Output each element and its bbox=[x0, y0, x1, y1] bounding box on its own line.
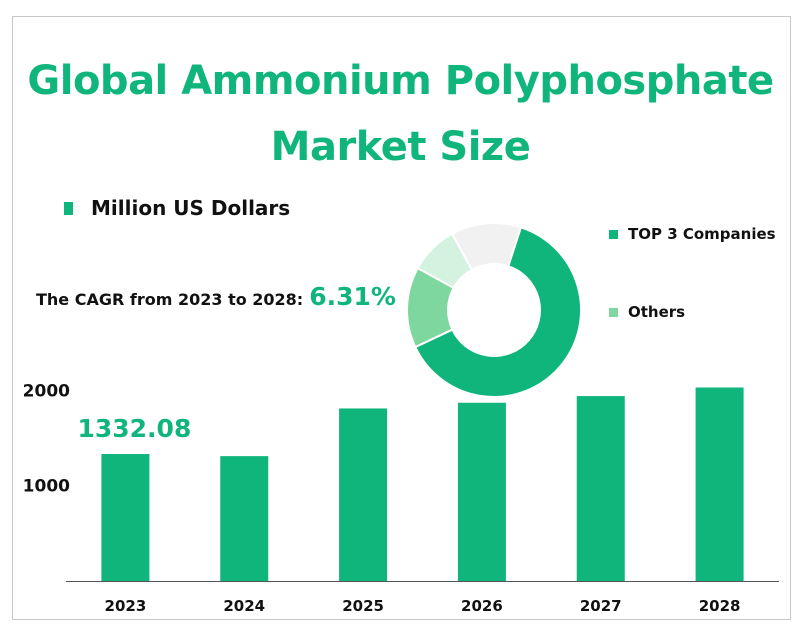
donut-slice-4 bbox=[450, 222, 523, 272]
cagr-value: 6.31% bbox=[309, 282, 396, 311]
x-tick-label-2027: 2027 bbox=[580, 597, 622, 615]
cagr-label: The CAGR from 2023 to 2028: bbox=[36, 290, 304, 309]
y-tick-label-2000: 2000 bbox=[23, 381, 70, 401]
cagr-annotation: The CAGR from 2023 to 2028: 6.31% bbox=[36, 282, 396, 311]
bar-2023 bbox=[101, 454, 150, 581]
pie-legend-top3-label: TOP 3 Companies bbox=[628, 225, 776, 243]
x-tick-label-2025: 2025 bbox=[342, 597, 384, 615]
y-tick-label-1000: 1000 bbox=[23, 477, 70, 497]
unit-legend: Million US Dollars bbox=[64, 196, 290, 220]
bar-2028 bbox=[695, 387, 744, 581]
pie-legend-top3: TOP 3 Companies bbox=[609, 225, 776, 243]
pie-legend-others: Others bbox=[609, 303, 685, 321]
pie-legend-others-label: Others bbox=[628, 303, 686, 321]
data-label-2023: 1332.08 bbox=[77, 414, 191, 443]
unit-legend-swatch bbox=[64, 201, 73, 215]
chart-title: Global Ammonium Polyphosphate Market Siz… bbox=[27, 58, 774, 170]
x-tick-label-2028: 2028 bbox=[699, 597, 741, 615]
donut-slice-1 bbox=[413, 225, 582, 398]
bar-2024 bbox=[220, 456, 269, 581]
bar-2026 bbox=[457, 402, 506, 581]
x-tick-label-2026: 2026 bbox=[461, 597, 503, 615]
unit-legend-label: Million US Dollars bbox=[91, 196, 291, 220]
bar-2025 bbox=[339, 408, 388, 581]
bar-2027 bbox=[576, 396, 625, 581]
pie-legend-top3-swatch bbox=[609, 229, 618, 239]
pie-legend-others-swatch bbox=[609, 307, 618, 317]
x-tick-label-2023: 2023 bbox=[105, 597, 147, 615]
x-tick-label-2024: 2024 bbox=[223, 597, 265, 615]
